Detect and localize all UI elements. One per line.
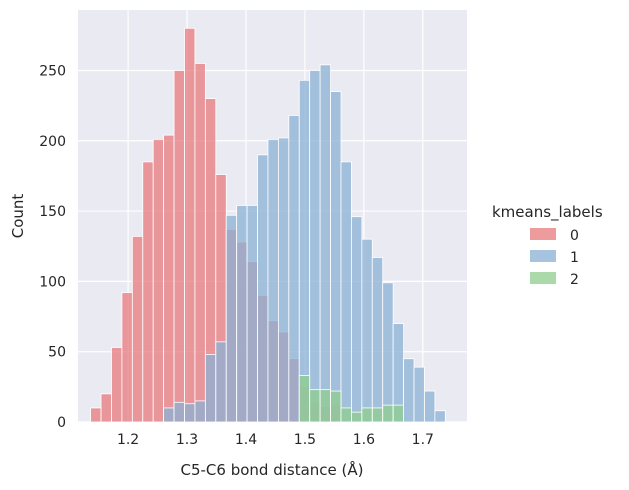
bar-series-0: [111, 347, 123, 423]
bar-series-2: [309, 389, 321, 423]
legend-label-2: 2: [570, 272, 579, 288]
bar-series-0: [131, 235, 144, 423]
legend-swatch-2: [530, 272, 556, 284]
bar-series-1: [361, 238, 373, 423]
bar-series-1: [298, 79, 311, 423]
bar-series-0: [194, 63, 206, 423]
bar-series-1: [246, 205, 258, 423]
y-tick-labels: 0 50 100 150 200 250: [39, 63, 66, 431]
bar-series-0: [142, 161, 154, 423]
bar-series-0: [90, 407, 102, 423]
legend-swatch-1: [530, 250, 556, 262]
bar-series-0: [152, 138, 165, 423]
bar-series-1: [173, 401, 185, 423]
bar-series-2: [330, 390, 342, 423]
bar-series-1: [351, 216, 363, 423]
x-tick-labels: 1.2 1.3 1.4 1.5 1.6 1.7: [117, 432, 434, 448]
y-tick-label: 150: [39, 204, 66, 220]
legend-swatch-0: [530, 228, 556, 240]
bar-series-0: [100, 393, 112, 423]
y-tick-label: 100: [39, 274, 66, 290]
bar-series-1: [288, 115, 300, 423]
bar-series-1: [330, 91, 342, 423]
bar-series-1: [184, 403, 196, 423]
bar-series-1: [277, 137, 290, 423]
bar-series-1: [371, 257, 384, 423]
bar-series-1: [424, 390, 436, 423]
y-tick-label: 200: [39, 134, 66, 150]
legend-title: kmeans_labels: [492, 203, 603, 222]
bar-series-1: [204, 354, 217, 423]
bar-series-2: [361, 407, 373, 423]
bar-series-1: [319, 64, 331, 423]
y-tick-label: 50: [48, 345, 66, 361]
bar-series-0: [163, 134, 175, 423]
bar-series-1: [382, 282, 394, 423]
x-tick-label: 1.3: [176, 432, 198, 448]
bar-series-2: [319, 389, 331, 423]
legend-label-0: 0: [570, 228, 579, 244]
bar-series-2: [392, 404, 404, 423]
x-tick-label: 1.4: [235, 432, 257, 448]
bar-series-0: [173, 70, 185, 423]
bar-series-0: [121, 292, 133, 423]
x-axis-title: C5-C6 bond distance (Å): [180, 460, 363, 479]
bar-series-1: [267, 138, 279, 423]
bar-series-2: [351, 411, 363, 423]
x-tick-label: 1.2: [117, 432, 139, 448]
bar-series-1: [236, 205, 248, 423]
bar-series-1: [434, 410, 446, 423]
x-tick-label: 1.7: [412, 432, 434, 448]
y-axis-title: Count: [9, 194, 27, 239]
bar-series-1: [340, 161, 352, 423]
bar-series-1: [413, 366, 425, 423]
bar-series-1: [257, 154, 269, 423]
bar-series-1: [163, 407, 175, 423]
bar-series-2: [340, 407, 352, 423]
bar-series-1: [225, 214, 238, 423]
y-tick-label: 250: [39, 63, 66, 79]
bar-series-2: [382, 404, 394, 423]
bar-series-1: [309, 70, 321, 423]
bar-series-2: [371, 407, 384, 423]
bar-series-1: [215, 341, 227, 423]
y-tick-label: 0: [57, 415, 66, 431]
x-tick-label: 1.5: [294, 432, 316, 448]
bar-series-0: [184, 27, 196, 423]
bar-series-1: [403, 358, 415, 423]
legend: kmeans_labels 0 1 2: [492, 203, 603, 288]
x-tick-label: 1.6: [353, 432, 375, 448]
legend-label-1: 1: [570, 250, 579, 266]
histogram-bars: [90, 27, 446, 423]
bar-series-2: [298, 375, 311, 423]
bar-series-1: [194, 400, 206, 423]
